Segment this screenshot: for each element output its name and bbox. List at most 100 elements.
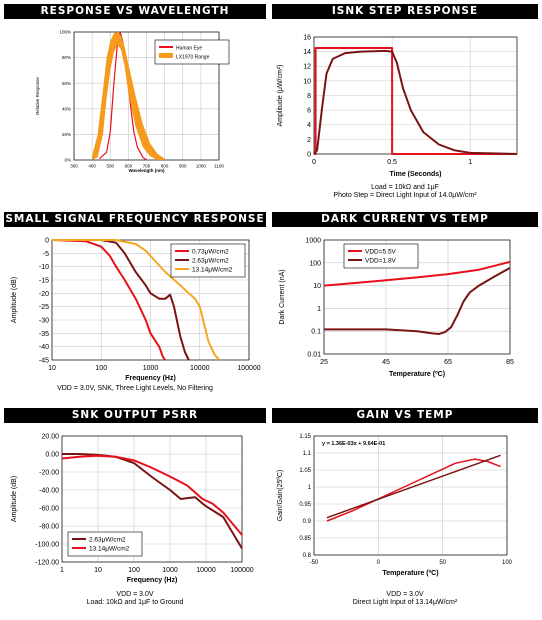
legend-label: VDD=5.5V [365,249,397,256]
plot-frame [51,239,250,361]
series-line [61,454,243,536]
panel-dark-current-vs-temp: DARK CURRENT VS TEMP 0.01 0.1 1 10 100 1000 25… [272,212,538,402]
y-tick-label: 14 [303,49,311,56]
legend-box [154,39,230,65]
panel-snk-output-psrr: SNK OUTPUT PSRR 20.00 0.00 -20.00 -40.00 -60… [4,408,266,616]
y-tick-label: 0.85 [299,536,311,542]
y-tick-label: 1.05 [299,468,311,474]
x-tick-label: 1000 [196,164,207,169]
y-axis-label: Gain/Gain(25ºC) [277,470,284,522]
y-tick-label: 0.00 [45,451,59,458]
x-tick-label: 100000 [230,567,253,574]
legend-swatch [159,53,173,58]
chart-caption-line: VDD = 3.0V, SNK, Three Light Levels, No … [57,385,213,392]
x-tick-label: 50 [439,560,446,566]
y-axis-label: Relative Response [35,77,40,115]
y-tick-label: 20.00 [41,433,59,440]
chart-banner: ISNK STEP RESPONSE [272,4,538,19]
x-tick-label: 500 [106,164,114,169]
legend-box [343,243,419,269]
y-tick-label: 6 [307,108,311,115]
x-tick-label: 0 [377,560,381,566]
x-tick-label: 65 [444,359,452,366]
series-line [52,239,221,361]
x-tick-label: 1 [60,567,64,574]
y-tick-label: 2 [307,137,311,144]
panel-small-signal-frequency-response: SMALL SIGNAL FREQUENCY RESPONSE 0 -5 -10 -1… [4,212,266,402]
series-line [323,260,511,287]
y-tick-label: 1 [317,306,321,313]
y-tick-label: 12 [303,64,311,71]
psrr-chart: 20.00 0.00 -20.00 -40.00 -60.00 -80.00 -100.00… [11,433,254,584]
y-tick-label: 80% [62,55,71,60]
y-tick-label: 4 [307,122,311,129]
y-tick-label: -20.00 [39,469,59,476]
legend-label: Human Eye [176,46,202,52]
y-tick-label: -40.00 [39,487,59,494]
y-tick-label: 0% [64,158,71,163]
series-line [313,49,518,155]
chart-banner: RESPONSE VS WAVELENGTH [4,4,266,19]
x-tick-label: 85 [506,359,514,366]
x-tick-label: 100 [128,567,140,574]
legend-label: 13.14μW/cm2 [192,267,233,274]
x-tick-label: 100 [502,560,513,566]
y-tick-label: -80.00 [39,523,59,530]
y-tick-label: 0.8 [303,553,312,559]
x-axis-label: Frequency (Hz) [127,577,178,584]
y-tick-label: 20% [62,132,71,137]
chart-banner: SNK OUTPUT PSRR [4,408,266,423]
y-tick-label: -35 [39,331,49,338]
legend-box [67,531,143,557]
y-axis-label: Amplitude (dB) [11,476,18,522]
panel-gain-vs-temp: GAIN VS TEMP 0.8 0.85 0.9 0.95 1 1.05 1.1 1.15 -… [272,408,538,616]
gain-chart: 0.8 0.85 0.9 0.95 1 1.05 1.1 1.15 -50 0 50 100 Tempe… [277,434,513,577]
x-tick-label: 25 [320,359,328,366]
x-tick-label: 100000 [237,365,260,372]
y-axis-label: Amplitude (dB) [11,277,18,323]
plot-frame [61,435,243,563]
x-tick-label: 700 [143,164,151,169]
dark-current-chart: 0.01 0.1 1 10 100 1000 25 45 65 85 Temperature (ºC… [279,237,514,378]
legend-label: LX1970 Range [176,55,210,61]
y-tick-label: -100.00 [35,541,59,548]
x-axis-label: Temperature (ºC) [389,371,445,378]
y-tick-label: -120.00 [35,559,59,566]
x-tick-label: 1 [468,159,472,166]
y-tick-label: 1.15 [299,434,311,440]
legend-label: 2.63μW/cm2 [192,258,229,265]
x-axis-label: Wavelength (nm) [128,168,165,173]
y-tick-label: -5 [43,251,49,258]
x-tick-label: 0.5 [387,159,397,166]
chart-banner: GAIN VS TEMP [272,408,538,423]
chart-caption-line: Load = 10kΩ and 1μF [371,184,439,191]
x-axis-label: Frequency (Hz) [125,375,176,382]
chart-banner: DARK CURRENT VS TEMP [272,212,538,227]
x-tick-label: 10 [94,567,102,574]
chart-banner: SMALL SIGNAL FREQUENCY RESPONSE [4,212,266,227]
series-band [92,32,165,160]
chart-caption-line: VDD = 3.0V [386,591,424,598]
y-tick-label: -45 [39,357,49,364]
y-tick-label: -25 [39,304,49,311]
x-tick-label: 10000 [190,365,210,372]
step-response-chart: 0 2 4 6 8 10 12 14 16 0 0.5 1 Time (Seconds) Amplitud… [277,34,518,178]
y-tick-label: 16 [303,34,311,41]
y-tick-label: -10 [39,264,49,271]
chart-caption-line: Photo Step = Direct Light Input of 14.0μ… [333,192,477,199]
chart-caption-line: VDD = 3.0V [116,591,154,598]
legend-label: VDD=1.8V [365,258,397,265]
x-tick-label: 800 [161,164,169,169]
legend-label: 2.63μW/cm2 [89,537,126,544]
x-tick-label: 300 [70,164,78,169]
x-tick-label: 1100 [214,164,224,169]
x-tick-label: 1000 [143,365,159,372]
x-tick-label: 10 [48,365,56,372]
y-tick-label: 1 [308,485,312,491]
y-tick-label: 1.1 [303,451,312,457]
y-tick-label: -30 [39,317,49,324]
x-tick-label: 1000 [162,567,178,574]
plot-frame [313,435,508,556]
y-tick-label: 10 [313,283,321,290]
